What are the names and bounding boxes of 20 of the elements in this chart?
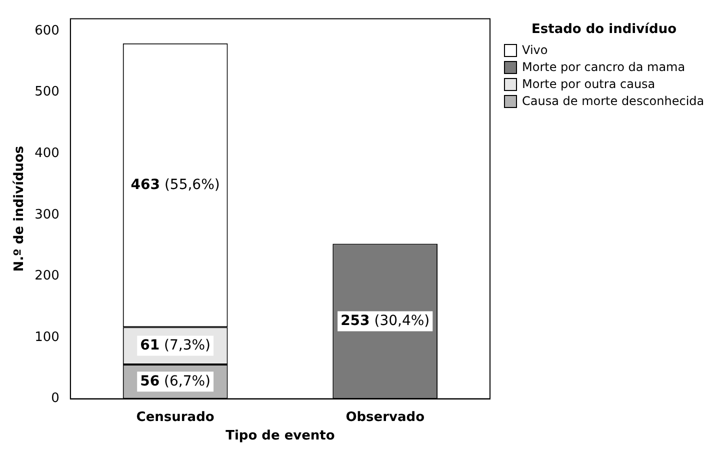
x-tick-label: Observado bbox=[346, 410, 425, 425]
y-tick-label: 200 bbox=[34, 268, 60, 284]
data-label: 56 (6,7%) bbox=[140, 373, 211, 390]
x-tick-label: Censurado bbox=[136, 410, 214, 425]
y-tick-label: 100 bbox=[34, 330, 60, 345]
legend-label: Morte por outra causa bbox=[522, 77, 656, 91]
data-label: 253 (30,4%) bbox=[340, 312, 430, 329]
data-label: 463 (55,6%) bbox=[130, 176, 220, 193]
y-tick-label: 300 bbox=[34, 207, 60, 222]
y-tick-label: 0 bbox=[51, 391, 60, 406]
text: Vivo bbox=[522, 43, 548, 57]
legend-title: Estado do indivíduo bbox=[530, 22, 678, 37]
legend-label: Causa de morte desconhecida bbox=[522, 94, 704, 108]
x-axis-title: Tipo de evento bbox=[226, 428, 335, 444]
y-tick-label: 500 bbox=[34, 84, 60, 100]
data-label: 61 (7,3%) bbox=[140, 337, 211, 354]
y-tick-label: 400 bbox=[34, 146, 60, 162]
legend-label: Morte por cancro da mama bbox=[522, 60, 686, 74]
y-axis-title: N.º de indivíduos bbox=[12, 146, 28, 272]
y-tick-label: 600 bbox=[34, 23, 60, 38]
